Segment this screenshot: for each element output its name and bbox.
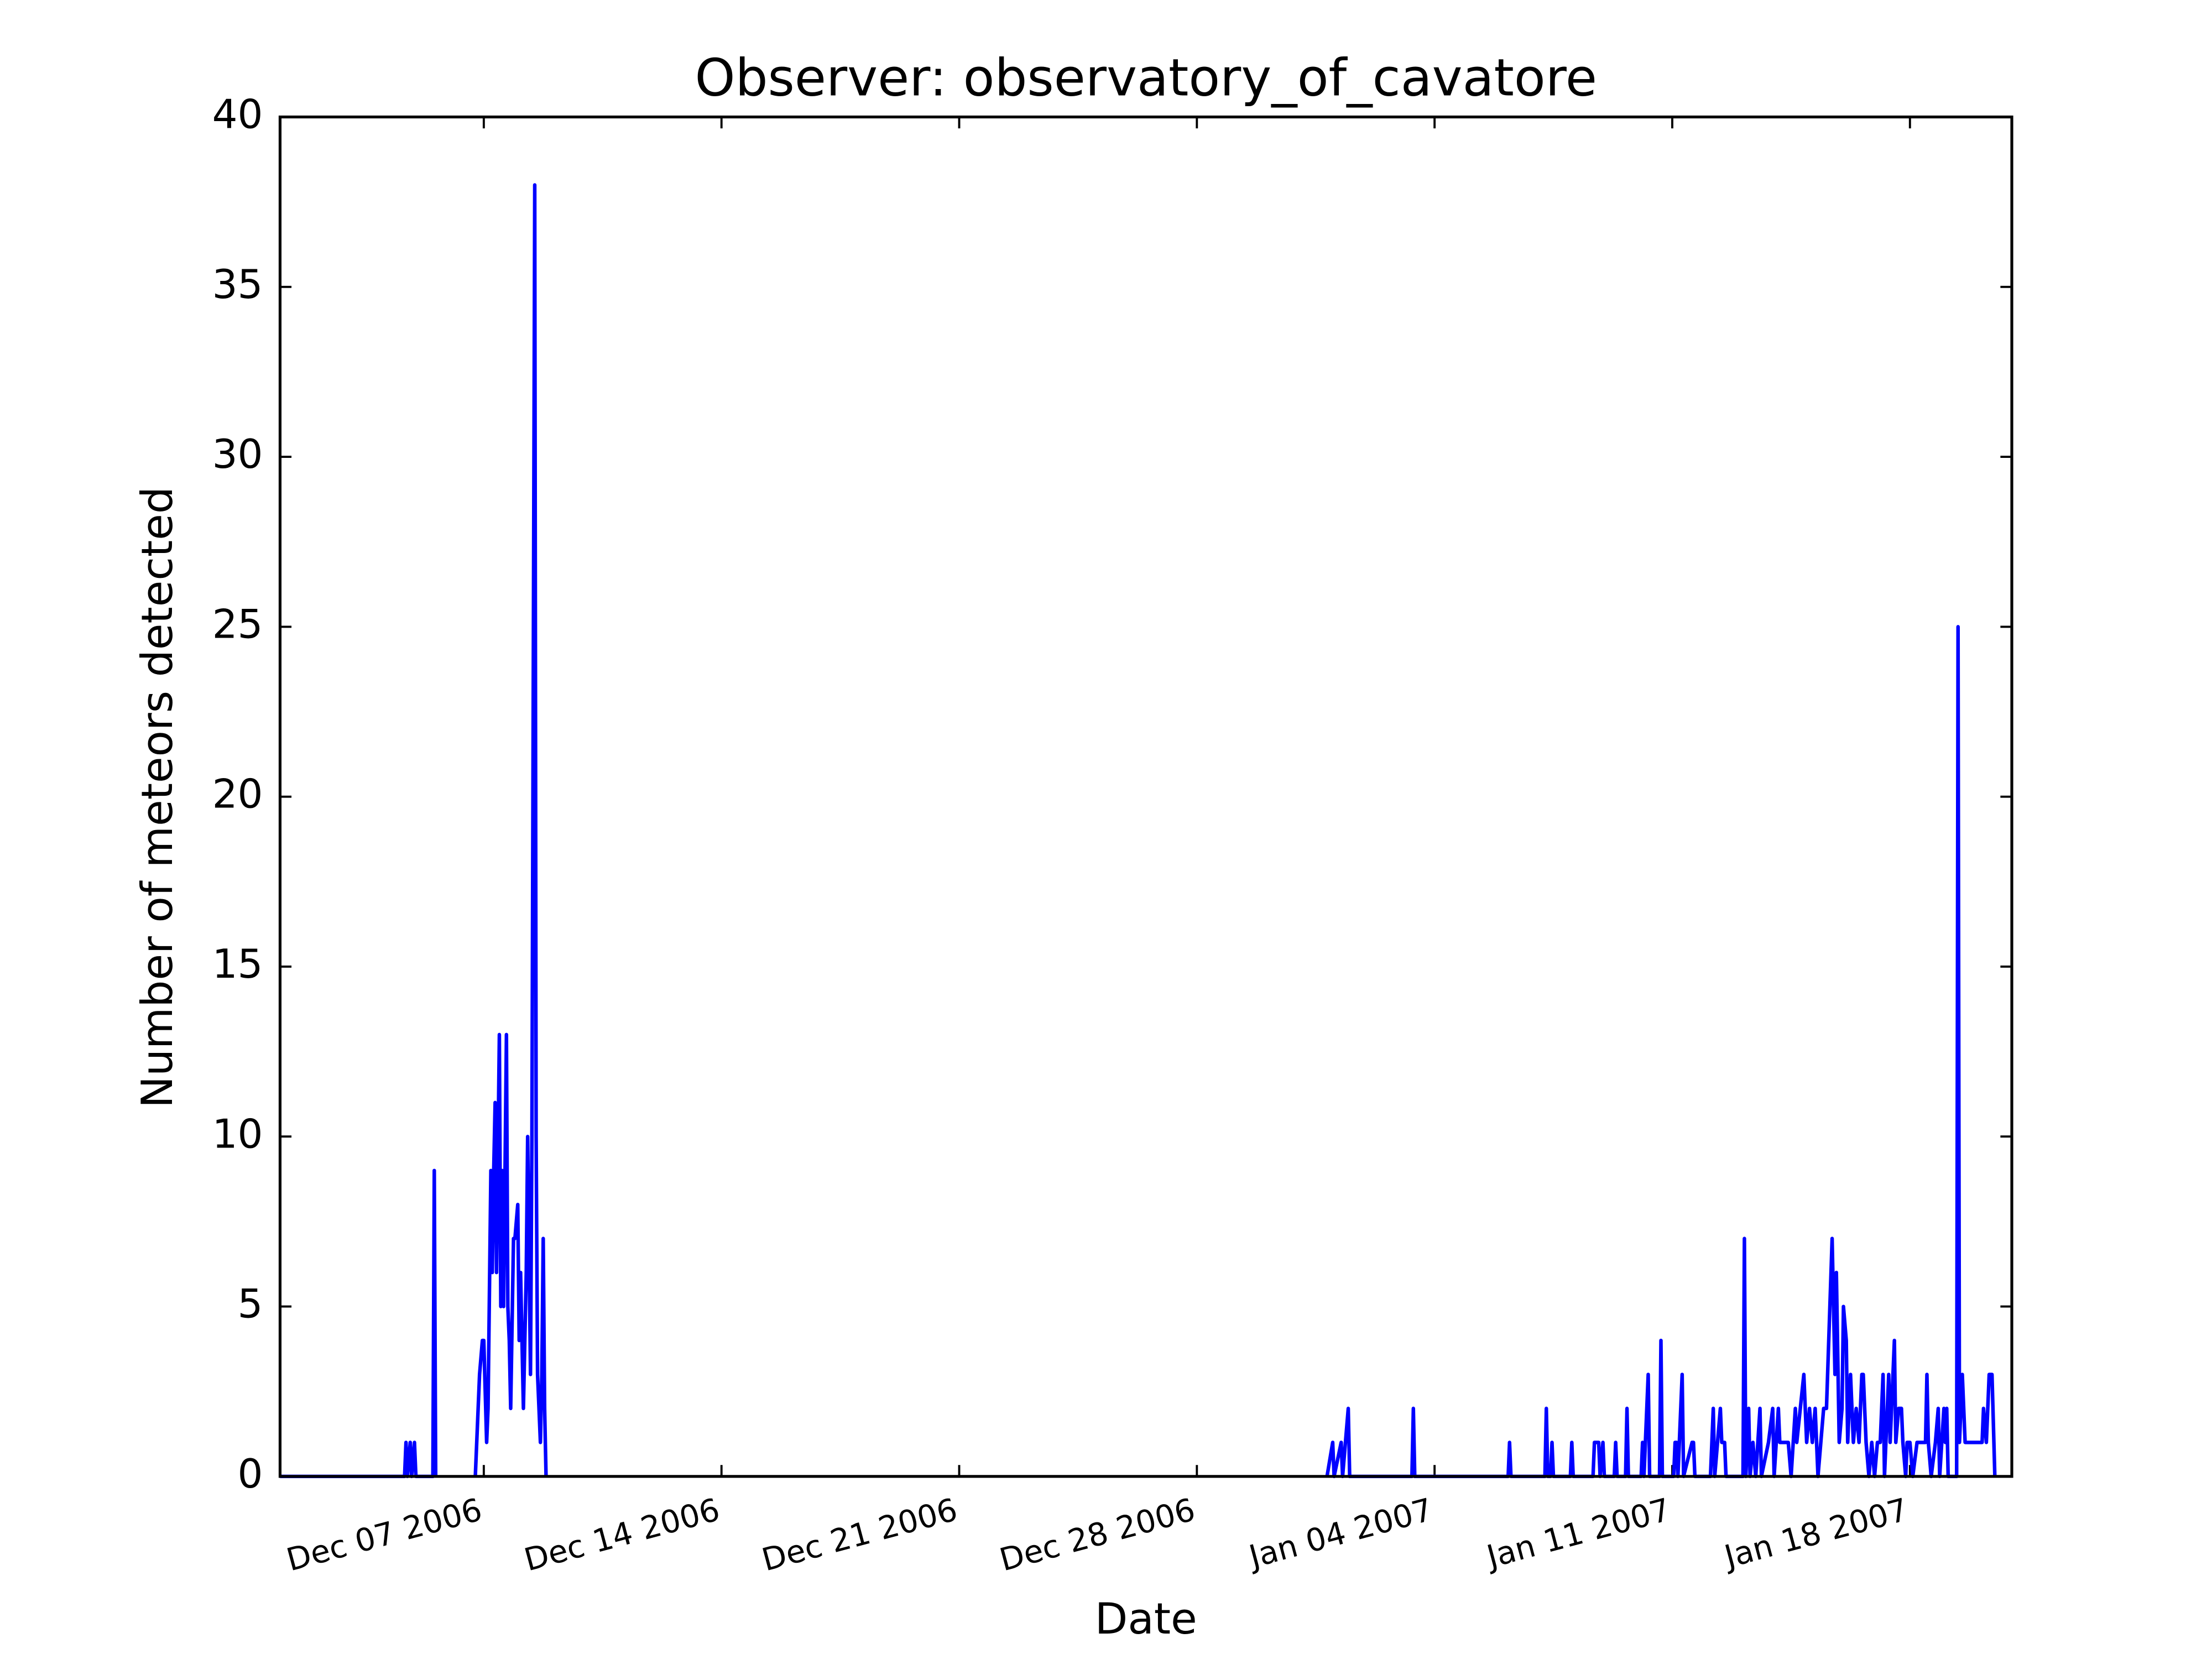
y-tick-label: 15 (212, 941, 263, 988)
y-axis-label: Number of meteors detected (133, 487, 182, 1108)
y-tick-label: 40 (212, 92, 263, 138)
y-tick-label: 20 (212, 771, 263, 818)
plot-frame (278, 115, 2013, 1478)
x-axis-label: Date (1095, 1594, 1197, 1644)
y-tick-label: 30 (212, 431, 263, 478)
y-tick-label: 25 (212, 601, 263, 648)
chart-title: Observer: observatory_of_cavatore (695, 48, 1597, 107)
y-tick-label: 0 (238, 1451, 263, 1498)
y-tick-label: 10 (212, 1111, 263, 1157)
y-tick-label: 35 (212, 262, 263, 308)
y-tick-label: 5 (238, 1281, 263, 1328)
